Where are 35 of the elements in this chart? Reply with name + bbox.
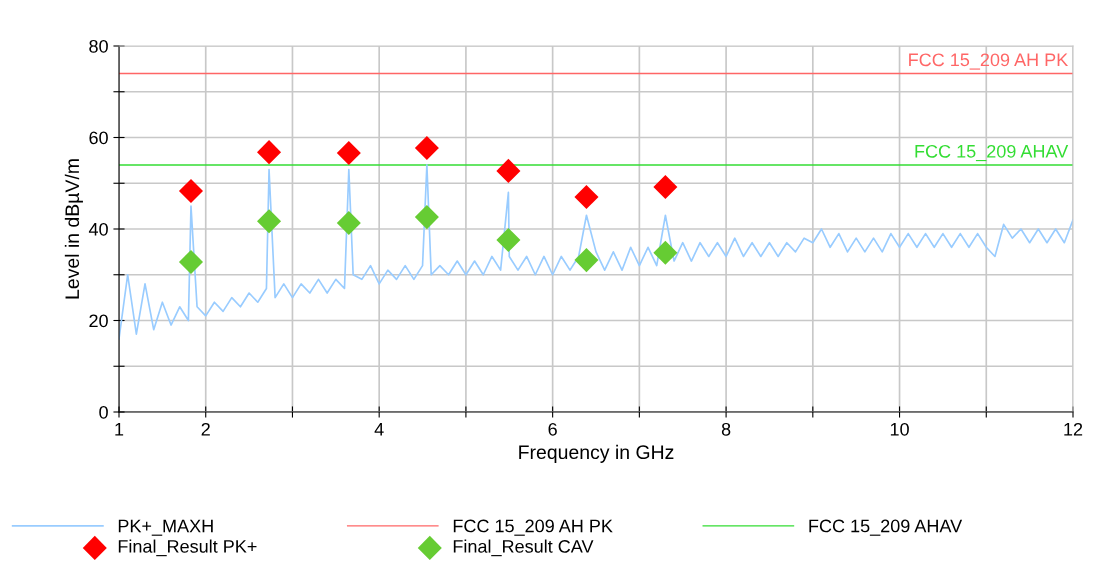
point (178, 249, 204, 274)
point (653, 240, 678, 265)
point (178, 179, 204, 204)
y-tick-label: 60 (89, 131, 108, 145)
y-tick-label: 20 (89, 314, 108, 328)
y-axis-title: Level in dBµV/m (64, 159, 83, 299)
point (336, 211, 361, 236)
x-tick-label: 1 (115, 423, 124, 436)
point (574, 248, 599, 273)
point (414, 135, 439, 161)
text: FCC 15_209 AH PK (453, 519, 613, 536)
point (574, 184, 599, 209)
x-tick-label: 10 (890, 422, 909, 436)
legend-label: Final_Result CAV (453, 539, 594, 557)
point (496, 227, 521, 253)
x-tick-label: 12 (1064, 422, 1083, 436)
text: FCC 15_209 AHAV (809, 519, 963, 536)
x-tick-label: 2 (201, 422, 210, 436)
y-tick-label: 40 (88, 222, 108, 236)
point (257, 209, 282, 234)
legend-label: PK+_MAXH (118, 519, 213, 536)
ref-line-label: FCC 15_209 AH PK (909, 53, 1069, 70)
point (336, 141, 361, 166)
point (257, 140, 282, 165)
point (496, 158, 521, 183)
point (414, 205, 439, 230)
x-tick-label: 8 (721, 422, 731, 436)
ref-line-label: FCC 15_209 AHAV (915, 144, 1069, 162)
y-tick-label: 80 (89, 39, 108, 53)
x-tick-label: 4 (374, 423, 384, 436)
point (653, 174, 678, 199)
x-axis-title: Frequency in GHz (519, 444, 674, 463)
y-tick-label: 0 (99, 405, 108, 419)
x-tick-label: 6 (548, 422, 557, 436)
legend-label: Final_Result PK+ (118, 539, 257, 557)
